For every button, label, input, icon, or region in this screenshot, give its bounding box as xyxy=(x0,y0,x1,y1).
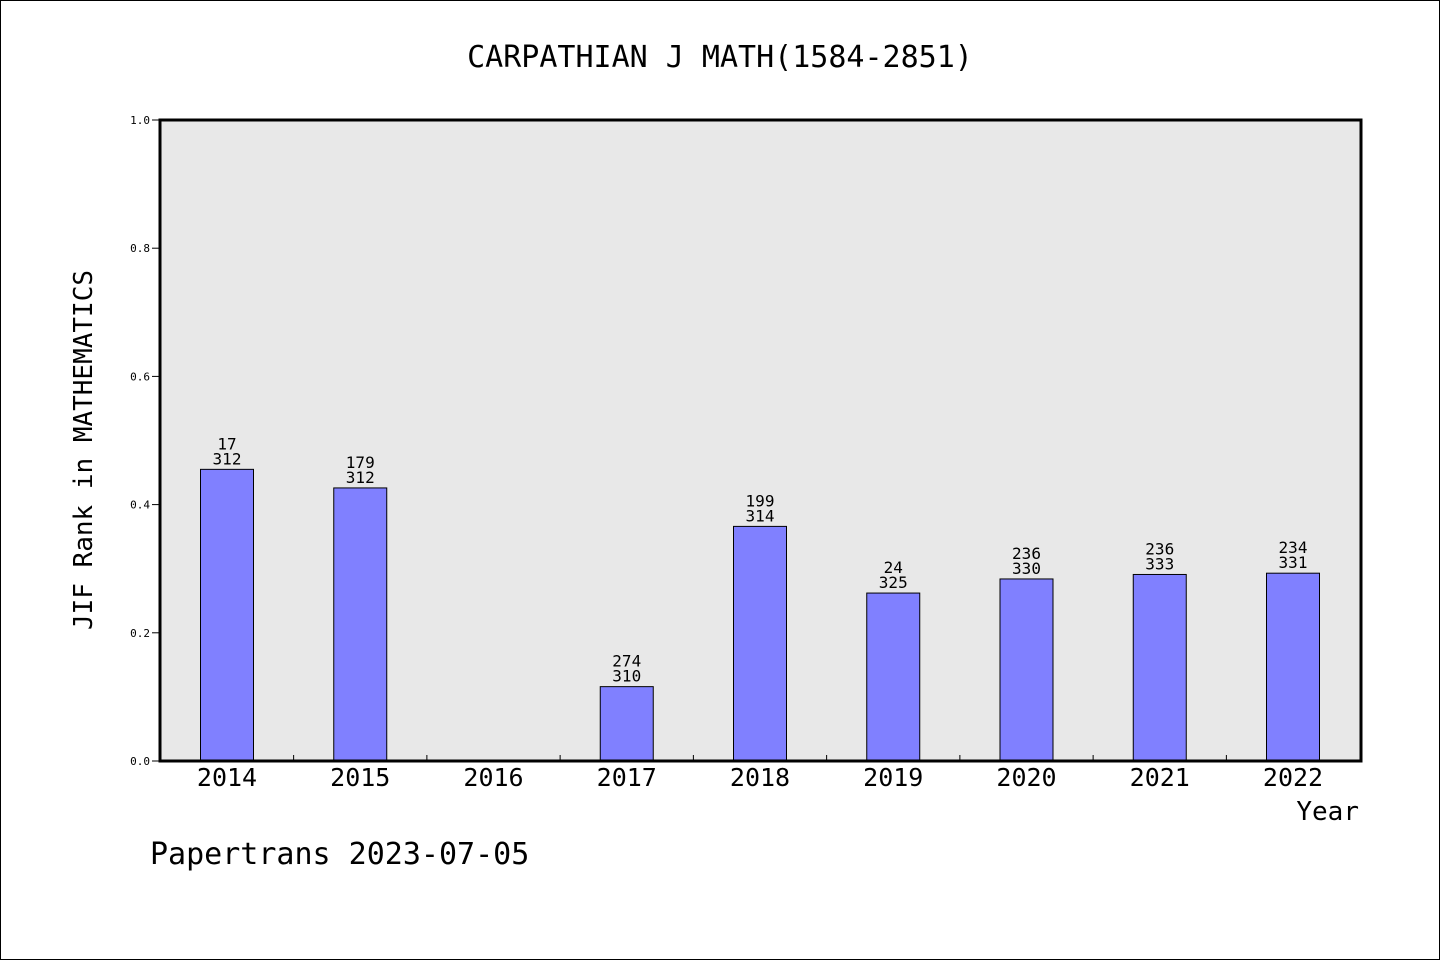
data-label-total: 310 xyxy=(612,667,641,686)
x-tick-label: 2020 xyxy=(996,763,1056,792)
plot-border xyxy=(158,118,1363,763)
x-tick-label: 2017 xyxy=(597,763,657,792)
data-label-rank: 234 xyxy=(1279,538,1308,557)
y-tick-label: 0.4 xyxy=(130,499,150,512)
data-label-total: 312 xyxy=(213,449,242,468)
bar-2019 xyxy=(866,592,921,762)
chart-title: CARPATHIAN J MATH(1584-2851) xyxy=(467,40,973,75)
x-axis-label: Year xyxy=(1296,797,1359,827)
data-label-total: 325 xyxy=(879,573,908,592)
data-label-rank: 199 xyxy=(746,491,775,510)
x-axis: 2014 2015 2016 2017 2018 2019 2020 2021 2022 xyxy=(197,755,1323,792)
data-label-rank: 236 xyxy=(1145,539,1174,558)
bar-2017 xyxy=(599,686,654,762)
bar-2022 xyxy=(1266,572,1320,762)
bar-2014 xyxy=(200,468,254,762)
bar-2021 xyxy=(1132,573,1187,762)
x-tick-label: 2014 xyxy=(197,763,257,792)
y-tick-label: 0.6 xyxy=(130,370,150,383)
y-tick-label: 1.0 xyxy=(130,114,150,127)
data-label-rank: 236 xyxy=(1012,544,1041,563)
x-tick-label: 2015 xyxy=(330,763,390,792)
data-label-total: 333 xyxy=(1145,554,1174,573)
bar-2015 xyxy=(333,487,388,762)
data-label-rank: 17 xyxy=(217,434,236,453)
x-tick-label: 2022 xyxy=(1263,763,1323,792)
x-tick-label: 2016 xyxy=(463,763,523,792)
y-axis: 0.0 0.2 0.4 0.6 0.8 1.0 xyxy=(130,114,160,768)
data-label-rank: 179 xyxy=(346,453,375,472)
data-label-rank: 274 xyxy=(612,652,641,671)
x-tick-label: 2018 xyxy=(730,763,790,792)
footer-credit: Papertrans 2023-07-05 xyxy=(150,837,529,872)
bar-2018 xyxy=(733,525,787,762)
data-label-total: 314 xyxy=(746,506,775,525)
y-axis-label: JIF Rank in MATHEMATICS xyxy=(69,270,99,630)
y-tick-label: 0.0 xyxy=(130,755,150,768)
data-label-total: 330 xyxy=(1012,559,1041,578)
data-label-total: 331 xyxy=(1279,553,1308,572)
bar-2020 xyxy=(999,578,1054,762)
x-tick-label: 2021 xyxy=(1130,763,1190,792)
y-tick-label: 0.8 xyxy=(130,242,150,255)
data-label-rank: 24 xyxy=(884,558,903,577)
y-tick-label: 0.2 xyxy=(130,627,150,640)
data-label-total: 312 xyxy=(346,468,375,487)
x-tick-label: 2019 xyxy=(863,763,923,792)
